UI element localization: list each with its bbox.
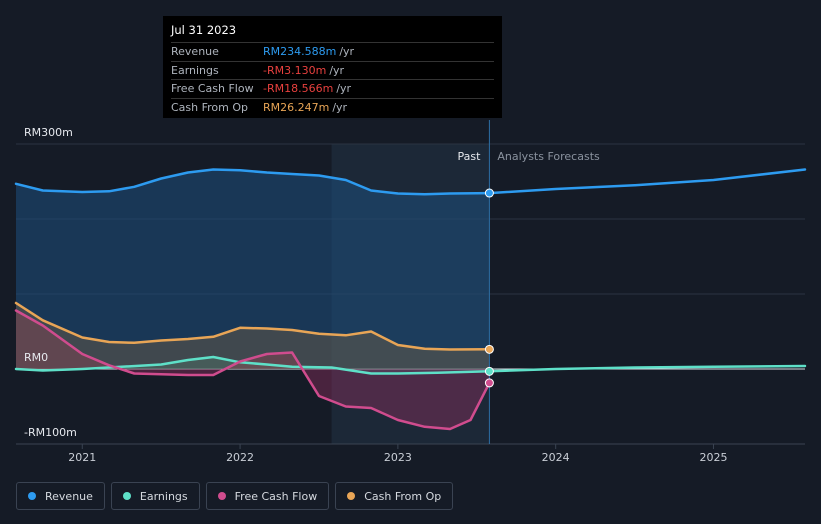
marker-revenue — [484, 188, 494, 198]
forecast-line-earnings — [488, 364, 807, 373]
past-label: Past — [457, 150, 481, 163]
forecast-line-revenue — [488, 168, 807, 195]
x-tick-label: 2025 — [699, 451, 727, 464]
legend-label: Cash From Op — [364, 489, 442, 503]
tooltip-label: Revenue — [171, 45, 219, 59]
series-line-revenue — [14, 168, 491, 196]
tooltip-row-free-cash-flow: Free Cash Flow -RM18.566m /yr — [171, 79, 494, 98]
chart-tooltip: Jul 31 2023 Revenue RM234.588m /yr Earni… — [163, 16, 502, 118]
x-tick-label: 2021 — [68, 451, 96, 464]
legend-dot-icon — [28, 492, 36, 500]
tooltip-unit: /yr — [332, 100, 348, 114]
y-axis-label: -RM100m — [24, 426, 77, 439]
series-line-free-cash-flow — [14, 309, 491, 431]
area-revenue — [16, 169, 490, 369]
legend-item-earnings[interactable]: Earnings — [110, 482, 200, 510]
legend-dot-icon — [122, 492, 131, 500]
legend-dot-icon — [347, 492, 356, 500]
tooltip-row-cash-from-op: Cash From Op RM26.247m /yr — [171, 97, 494, 117]
tooltip-value: RM26.247m — [263, 100, 330, 114]
marker-free-cash-flow — [484, 378, 494, 388]
forecast-label: Analysts Forecasts — [497, 150, 600, 163]
tooltip-value: -RM18.566m — [263, 82, 334, 96]
legend-label: Free Cash Flow — [234, 489, 318, 503]
tooltip-value: -RM3.130m — [263, 63, 327, 77]
tooltip-value: RM234.588m — [263, 45, 337, 59]
legend-label: Revenue — [45, 489, 93, 503]
area-cash-from-op — [16, 303, 490, 369]
tooltip-unit: /yr — [329, 63, 345, 77]
tooltip-date: Jul 31 2023 — [171, 23, 237, 37]
tooltip-unit: /yr — [336, 82, 352, 96]
chart-legend: Revenue Earnings Free Cash Flow Cash Fro… — [16, 482, 454, 510]
x-tick-label: 2022 — [226, 451, 254, 464]
tooltip-row-earnings: Earnings -RM3.130m /yr — [171, 60, 494, 80]
legend-label: Earnings — [139, 489, 188, 503]
y-axis-label: RM0 — [24, 351, 48, 364]
area-earnings — [16, 357, 490, 374]
legend-item-cash-from-op[interactable]: Cash From Op — [335, 482, 454, 510]
tooltip-label: Cash From Op — [171, 100, 249, 114]
marker-cash-from-op — [484, 344, 494, 354]
marker-earnings — [484, 366, 494, 376]
y-axis-label: RM300m — [24, 126, 73, 139]
legend-dot-icon — [217, 492, 226, 500]
legend-item-free-cash-flow[interactable]: Free Cash Flow — [205, 482, 330, 510]
x-tick-label: 2024 — [542, 451, 570, 464]
series-line-cash-from-op — [14, 301, 491, 351]
legend-item-revenue[interactable]: Revenue — [16, 482, 105, 510]
area-free-cash-flow — [16, 310, 490, 429]
x-tick-label: 2023 — [384, 451, 412, 464]
tooltip-label: Earnings — [171, 63, 219, 77]
tooltip-row-revenue: Revenue RM234.588m /yr — [171, 42, 494, 61]
tooltip-label: Free Cash Flow — [171, 82, 254, 96]
tooltip-unit: /yr — [339, 45, 355, 59]
